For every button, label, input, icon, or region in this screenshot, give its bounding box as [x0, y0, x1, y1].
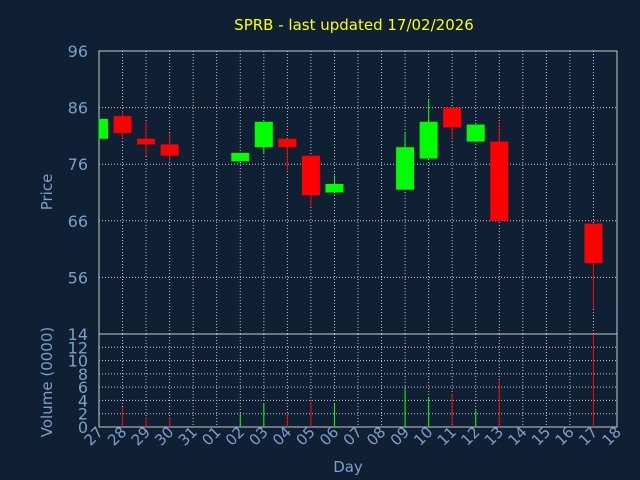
candle-body	[278, 138, 297, 148]
volume-y-tick-label: 4	[78, 391, 88, 410]
candle-body	[137, 138, 156, 145]
candle-29	[137, 121, 156, 156]
candle-06	[325, 175, 344, 193]
candle-04	[278, 138, 297, 170]
candle-27	[98, 118, 108, 139]
candle-body	[231, 152, 250, 162]
candle-body	[584, 223, 603, 264]
price-y-tick-label: 86	[68, 99, 88, 118]
volume-y-tick-label: 14	[68, 325, 88, 344]
candle-body	[113, 116, 132, 134]
candle-09	[396, 133, 415, 190]
candle-body	[443, 107, 462, 128]
candle-05	[301, 155, 320, 207]
price-y-tick-labels: 96 86 76 66 56	[68, 42, 88, 287]
volume-y-tick-label: 6	[78, 378, 88, 397]
price-y-tick-label: 66	[68, 212, 88, 231]
candle-body	[466, 124, 485, 142]
volume-y-tick-label: 0	[78, 418, 88, 437]
price-axis-label: Price	[38, 174, 56, 211]
candle-body	[254, 121, 273, 148]
volume-grid	[98, 333, 618, 428]
candle-02	[231, 152, 250, 162]
candle-10	[419, 99, 438, 159]
candle-28	[113, 110, 132, 139]
volume-y-tick-label: 10	[68, 352, 88, 371]
volume-y-tick-label: 2	[78, 405, 88, 424]
candle-11	[443, 107, 462, 139]
candle-30	[160, 133, 179, 162]
candle-body	[160, 144, 179, 156]
price-y-tick-label: 96	[68, 42, 88, 61]
candle-body	[99, 118, 108, 139]
volume-y-tick-label: 12	[68, 338, 88, 357]
price-y-tick-label: 76	[68, 155, 88, 174]
price-panel: 96 86 76 66 56 Price	[38, 42, 618, 335]
candle-13	[490, 121, 509, 221]
candle-12	[466, 124, 485, 142]
candle-body	[396, 147, 415, 190]
day-axis-label: Day	[333, 458, 363, 476]
day-tick-labels: 2728293031010203040506070809101112131415…	[81, 423, 625, 449]
candle-17	[584, 223, 603, 309]
candle-body	[301, 155, 320, 196]
candle-03	[254, 121, 273, 153]
candle-body	[325, 184, 344, 193]
volume-y-tick-label: 8	[78, 365, 88, 384]
candlestick-series	[98, 99, 603, 309]
volume-bar-series	[122, 334, 594, 427]
candle-body	[490, 141, 509, 221]
chart-title: SPRB - last updated 17/02/2026	[234, 16, 474, 34]
candle-body	[419, 121, 438, 159]
price-y-tick-label: 56	[68, 268, 88, 287]
volume-axis-label: Volume (0000)	[38, 327, 56, 437]
